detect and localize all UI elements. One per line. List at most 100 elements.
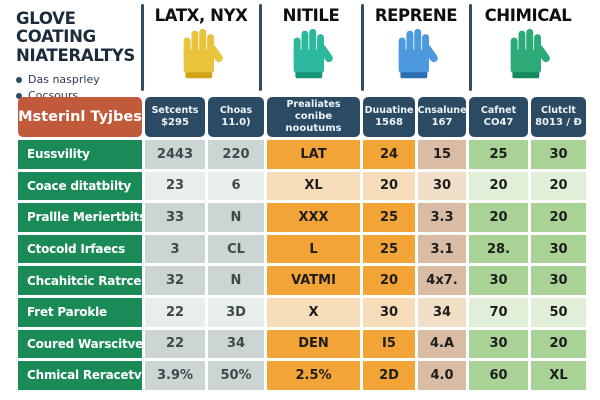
column-header-line1: Duuatine <box>364 105 414 117</box>
table-cell: 20 <box>363 171 415 201</box>
table-cell: N <box>208 266 264 295</box>
table-cell: 30 <box>469 266 528 295</box>
table-cell: N <box>208 203 264 232</box>
page-title-line1: GLOVE COATING <box>16 9 96 47</box>
table-corner-label: Msterinl Tyjbes <box>18 97 142 137</box>
glove-column-reprene: REPRENE <box>365 6 467 81</box>
table-cell: 220 <box>208 140 264 169</box>
bullet-label: Das nasprley <box>28 73 100 87</box>
row-label: Prallle Meriertbits <box>18 203 142 232</box>
table-cell: 15 <box>418 140 466 169</box>
table-cell: L <box>267 234 360 264</box>
table-cell: 4.A <box>418 329 466 359</box>
table-cell: 4x7. <box>418 266 466 295</box>
column-header: Cnsalune 167 <box>417 97 467 137</box>
bullet-item: Das nasprley <box>16 73 138 86</box>
table-cell: 24 <box>363 140 415 169</box>
glove-column-nitile: NITILE <box>263 6 359 81</box>
table-cell: 30 <box>531 140 586 169</box>
table-cell: 30 <box>531 266 586 295</box>
glove-icon <box>510 28 550 79</box>
column-header-line1: Prealiates <box>286 99 341 111</box>
row-label: Chcahitcic Ratrce <box>18 266 142 295</box>
glove-column-label: CHIMICAL <box>484 6 572 25</box>
table-cell: 20 <box>531 329 586 359</box>
table-cell: 20 <box>531 171 586 201</box>
comparison-table: Msterinl Tyjbes Setcents $295 Choas 11.0) … <box>18 97 586 390</box>
column-header-line1: Cafnet <box>480 105 517 117</box>
divider <box>141 4 144 91</box>
table-cell: 30 <box>531 234 586 264</box>
table-cell: 2443 <box>145 140 205 169</box>
glove-icon <box>183 28 223 79</box>
column-header-line2: 1568 <box>375 116 403 128</box>
glove-column-label: LATX, NYX <box>154 6 248 25</box>
table-cell: 20 <box>531 203 586 232</box>
table-cell: 50% <box>208 361 264 390</box>
column-header-line2: 11.0) <box>221 116 251 128</box>
column-header: Cafnet CO47 <box>469 97 528 137</box>
glove-column-label: NITILE <box>282 6 340 25</box>
bullet-icon <box>16 92 22 99</box>
page-title: GLOVE COATING NIATERALTYS <box>16 9 138 65</box>
column-header: Setcents $295 <box>145 97 205 137</box>
table-cell: 25 <box>469 140 528 169</box>
table-cell: 3D <box>208 297 264 327</box>
table-cell: 28. <box>469 234 528 264</box>
column-header-line2: conibe nooutums <box>285 110 342 134</box>
table-cell: 25 <box>363 234 415 264</box>
table-cell: 20 <box>469 203 528 232</box>
column-header-line1: Cnsalune <box>417 105 467 117</box>
table-cell: 50 <box>531 297 586 327</box>
table-cell: 60 <box>469 361 528 390</box>
table-cell: XL <box>531 361 586 390</box>
column-header-line2: $295 <box>161 116 189 128</box>
table-cell: X <box>267 297 360 327</box>
table-cell: 3.9% <box>145 361 205 390</box>
title-block: GLOVE COATING NIATERALTYS Das nasprley C… <box>16 9 138 102</box>
page-title-line2: NIATERALTYS <box>16 45 136 65</box>
glove-column-chimical: CHIMICAL <box>473 6 583 81</box>
column-header-line2: CO47 <box>483 116 514 128</box>
glove-column-label: REPRENE <box>374 6 458 25</box>
table-cell: 3.1 <box>418 234 466 264</box>
table-cell: 23 <box>145 171 205 201</box>
column-header: Choas 11.0) <box>208 97 264 137</box>
table-cell: 20 <box>363 266 415 295</box>
table-cell: LAT <box>267 140 360 169</box>
table-cell: VATMI <box>267 266 360 295</box>
table-cell: 34 <box>208 329 264 359</box>
row-label: Ctocold Irfaecs <box>18 234 142 264</box>
row-label: Coace ditatbilty <box>18 171 142 201</box>
table-cell: 22 <box>145 297 205 327</box>
table-cell: XL <box>267 171 360 201</box>
glove-icon <box>293 28 333 79</box>
table-cell: DEN <box>267 329 360 359</box>
divider <box>361 4 364 91</box>
table-cell: 2D <box>363 361 415 390</box>
column-header-line1: Setcents <box>151 105 199 117</box>
row-label: Fret Parokle <box>18 297 142 327</box>
glove-icon <box>398 28 438 79</box>
table-cell: 30 <box>469 329 528 359</box>
table-cell: 70 <box>469 297 528 327</box>
row-label: Chmical Reracetves <box>18 361 142 390</box>
column-header-line2: 167 <box>431 116 453 128</box>
table-cell: 25 <box>363 203 415 232</box>
table-cell: XXX <box>267 203 360 232</box>
table-cell: 33 <box>145 203 205 232</box>
column-header: Clutclt 8013 / Ð <box>531 97 586 137</box>
table-cell: 3 <box>145 234 205 264</box>
divider <box>259 4 262 91</box>
column-header: Duuatine 1568 <box>363 97 415 137</box>
table-cell: I5 <box>363 329 415 359</box>
table-cell: 32 <box>145 266 205 295</box>
table-cell: 3.3 <box>418 203 466 232</box>
column-header: Prealiates conibe nooutums <box>267 97 360 137</box>
row-label: Eussvility <box>18 140 142 169</box>
table-cell: 4.0 <box>418 361 466 390</box>
glove-column-latx: LATX, NYX <box>144 6 258 81</box>
table-cell: 30 <box>363 297 415 327</box>
table-cell: 34 <box>418 297 466 327</box>
